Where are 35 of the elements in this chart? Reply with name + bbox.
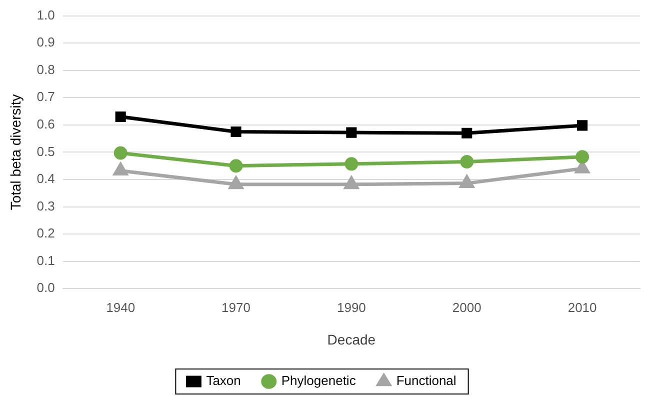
x-axis-title: Decade [327, 331, 376, 348]
point [460, 155, 474, 168]
legend-label: Phylogenetic [281, 373, 356, 388]
x-tick-label: 2010 [568, 300, 597, 315]
y-tick-label: 0.5 [36, 144, 55, 159]
point [229, 176, 243, 190]
point [346, 127, 357, 138]
x-tick-label: 1990 [336, 300, 366, 315]
y-tick-label: 0.7 [36, 89, 55, 104]
point [344, 157, 358, 171]
y-tick-label: 0.1 [36, 252, 55, 268]
point [114, 163, 128, 176]
y-tick-label: 0.0 [36, 280, 55, 296]
y-tick-label: 0.2 [36, 226, 55, 241]
y-tick-label: 0.4 [36, 171, 55, 186]
y-axis-title: Total beta diversity [7, 94, 24, 210]
point [462, 128, 472, 138]
y-tick-label: 0.6 [36, 116, 55, 132]
point [460, 176, 474, 188]
point [344, 176, 358, 190]
x-tick-label: 1940 [106, 300, 136, 315]
point [577, 120, 588, 131]
point [114, 146, 128, 160]
point [230, 126, 242, 138]
point [576, 150, 590, 164]
legend-label: Functional [396, 373, 456, 388]
y-tick-label: 0.9 [36, 34, 55, 50]
x-tick-label: 1970 [222, 300, 250, 315]
legend-label: Taxon [206, 373, 241, 388]
x-tick-label: 2000 [452, 300, 482, 315]
point [229, 159, 243, 173]
y-tick-label: 0.3 [36, 198, 55, 214]
point [115, 111, 126, 122]
y-tick-label: 1.0 [36, 7, 55, 22]
y-tick-label: 0.8 [36, 62, 55, 77]
